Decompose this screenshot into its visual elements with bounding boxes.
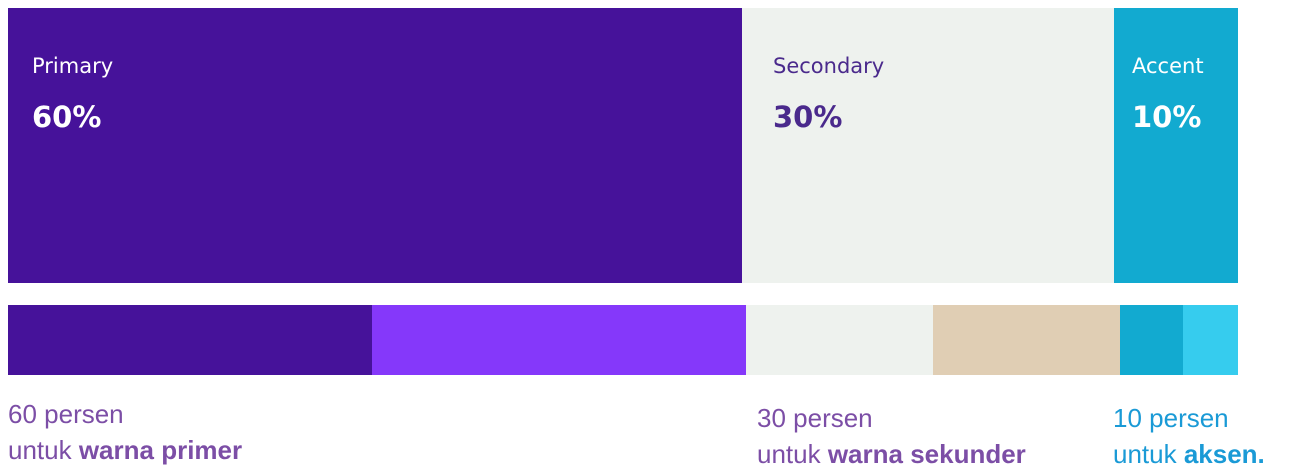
caption-accent-prefix: untuk	[1113, 439, 1184, 469]
primary-label: Primary	[32, 54, 114, 78]
caption-accent: 10 persen untuk aksen.	[1113, 400, 1265, 472]
primary-block: Primary 60%	[8, 8, 742, 283]
secondary-block: Secondary 30%	[742, 8, 1114, 283]
caption-primary-prefix: untuk	[8, 435, 79, 465]
secondary-percent: 30%	[773, 100, 843, 134]
accent-percent: 10%	[1132, 100, 1202, 134]
swatch-primary-dark	[8, 305, 372, 375]
caption-accent-line1: 10 persen	[1113, 403, 1229, 433]
accent-block: Accent 10%	[1114, 8, 1238, 283]
caption-secondary-prefix: untuk	[757, 439, 828, 469]
swatch-accent-light	[1183, 305, 1238, 375]
caption-primary-line2: untuk warna primer	[8, 432, 242, 468]
swatch-accent-dark	[1120, 305, 1183, 375]
primary-percent: 60%	[32, 100, 102, 134]
caption-primary: 60 persen untuk warna primer	[8, 396, 242, 468]
caption-secondary-bold: warna sekunder	[827, 439, 1026, 469]
caption-secondary-line1: 30 persen	[757, 403, 873, 433]
caption-accent-bold: aksen.	[1183, 439, 1265, 469]
secondary-label: Secondary	[773, 54, 885, 78]
caption-secondary-line2: untuk warna sekunder	[757, 436, 1026, 472]
swatch-secondary-light	[746, 305, 933, 375]
caption-secondary: 30 persen untuk warna sekunder	[757, 400, 1026, 472]
swatch-secondary-beige	[933, 305, 1120, 375]
caption-primary-line1: 60 persen	[8, 399, 124, 429]
caption-primary-bold: warna primer	[78, 435, 243, 465]
swatch-primary-light	[372, 305, 746, 375]
accent-label: Accent	[1132, 54, 1204, 78]
caption-accent-line2: untuk aksen.	[1113, 436, 1265, 472]
